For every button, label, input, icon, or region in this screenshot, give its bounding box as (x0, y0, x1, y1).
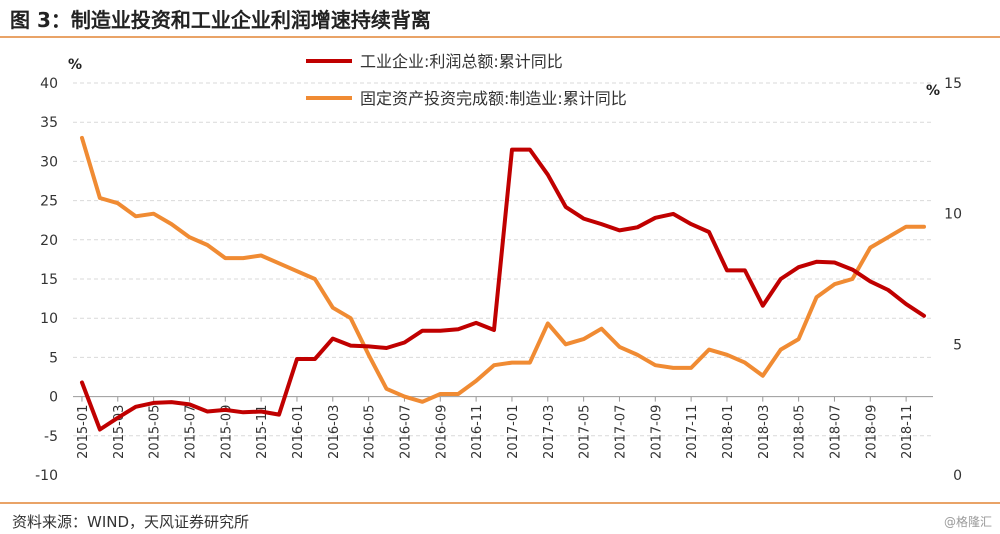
x-tick-label: 2016-07 (398, 405, 413, 459)
x-tick-label: 2018-05 (793, 405, 808, 459)
x-tick-label: 2016-01 (291, 405, 306, 459)
left-tick-label: 10 (40, 311, 58, 327)
x-tick-label: 2017-07 (613, 405, 628, 459)
left-tick-label: 20 (40, 233, 58, 249)
right-tick-label: 5 (953, 337, 962, 353)
x-tick-label: 2018-11 (900, 405, 915, 459)
x-tick-label: 2017-01 (506, 405, 521, 459)
legend: 工业企业:利润总额:累计同比 固定资产投资完成额:制造业:累计同比 (306, 52, 627, 108)
x-tick-label: 2015-01 (76, 405, 91, 459)
x-tick-label: 2018-07 (828, 405, 843, 459)
x-tick-label: 2016-05 (363, 405, 378, 459)
x-tick-label: 2017-09 (649, 405, 664, 459)
dual-axis-line-chart: 40 35 30 25 20 15 10 5 0 -5 -10 15 10 5 0 2015-01 2015… (35, 52, 962, 484)
legend-label-profit: 工业企业:利润总额:累计同比 (360, 52, 563, 71)
x-tick-label: 2017-05 (578, 405, 593, 459)
footer-rule (0, 502, 1000, 504)
left-tick-label: 25 (40, 194, 58, 210)
right-tick-label: 0 (953, 468, 962, 484)
investment-series-line (80, 135, 926, 404)
x-tick-label: 2015-11 (255, 405, 270, 459)
source-note: 资料来源：WIND，天风证券研究所 (12, 513, 250, 531)
left-tick-label: 15 (40, 272, 58, 288)
left-tick-label: 5 (49, 350, 58, 366)
left-tick-label: 30 (40, 154, 58, 170)
left-tick-label: -5 (44, 429, 58, 445)
left-axis-ticks: 40 35 30 25 20 15 10 5 0 -5 -10 (35, 76, 58, 484)
left-tick-label: -10 (35, 468, 58, 484)
gridlines (73, 82, 933, 437)
x-tick-label: 2017-03 (542, 405, 557, 459)
x-tick-label: 2015-05 (148, 405, 163, 459)
x-tick-label: 2018-09 (864, 405, 879, 459)
x-axis (73, 396, 933, 402)
left-axis-unit: % (68, 57, 82, 73)
left-tick-label: 35 (40, 115, 58, 131)
right-axis-ticks: 15 10 5 0 (944, 76, 962, 484)
x-tick-label: 2016-09 (434, 405, 449, 459)
x-tick-label: 2016-11 (470, 405, 485, 459)
x-axis-ticks: 2015-01 2015-03 2015-05 2015-07 2015-09 2015-… (76, 405, 915, 459)
x-tick-label: 2015-09 (219, 405, 234, 459)
right-tick-label: 15 (944, 76, 962, 92)
chart-title: 图 3：制造业投资和工业企业利润增速持续背离 (10, 8, 431, 32)
right-tick-label: 10 (944, 207, 962, 223)
x-tick-label: 2016-03 (327, 405, 342, 459)
x-tick-label: 2018-03 (757, 405, 772, 459)
right-axis-unit: % (926, 83, 940, 99)
left-tick-label: 40 (40, 76, 58, 92)
watermark: @格隆汇 (943, 515, 992, 529)
x-tick-label: 2015-07 (183, 405, 198, 459)
x-tick-label: 2018-01 (721, 405, 736, 459)
title-rule (0, 36, 1000, 38)
x-tick-label: 2017-11 (685, 405, 700, 459)
profit-series-line (80, 147, 926, 432)
series-lines (80, 135, 926, 432)
legend-label-investment: 固定资产投资完成额:制造业:累计同比 (360, 89, 627, 108)
left-tick-label: 0 (49, 390, 58, 406)
